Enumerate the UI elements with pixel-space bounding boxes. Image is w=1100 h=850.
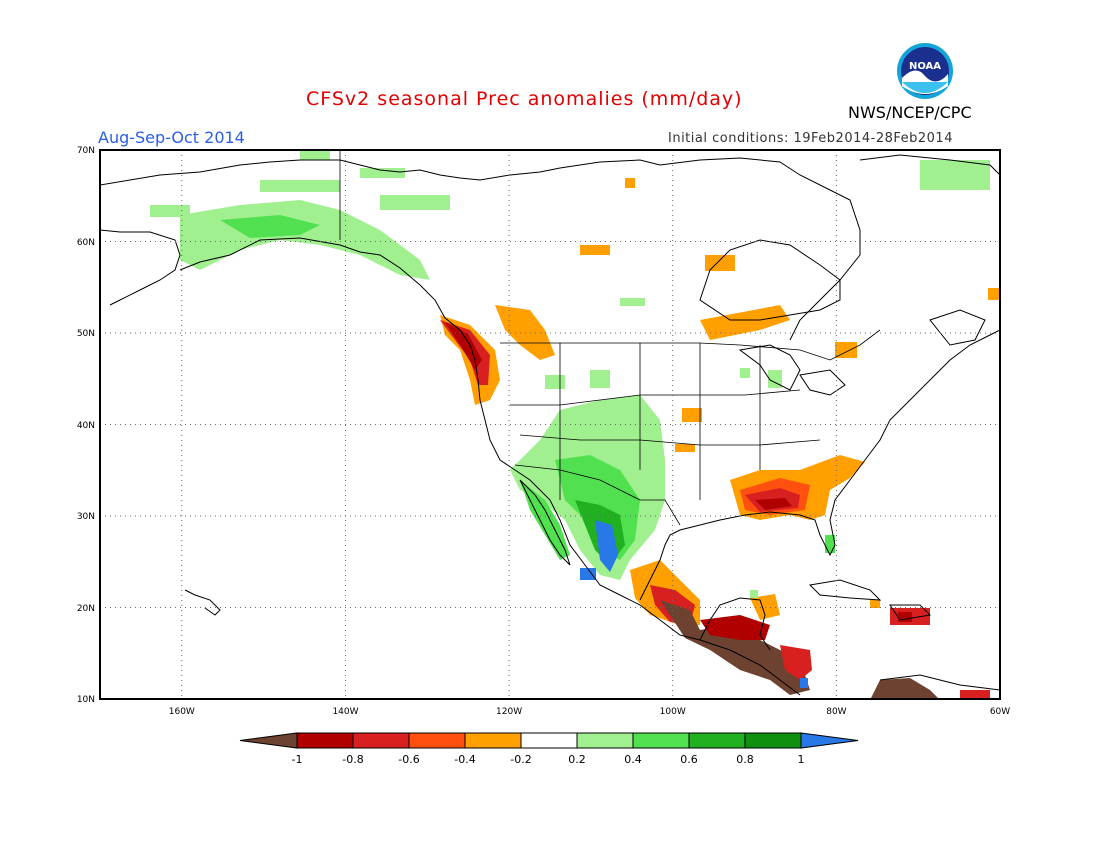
colorbar-arrow-low xyxy=(239,732,298,749)
lon-label-100w: 100W xyxy=(660,707,686,717)
colorbar-swatch xyxy=(520,732,578,749)
colorbar-label: -0.4 xyxy=(454,753,475,766)
lat-axis: 10N 20N 30N 40N 50N 60N 70N xyxy=(77,146,95,705)
colorbar-label: 0.6 xyxy=(680,753,698,766)
colorbar-label: 0.4 xyxy=(624,753,642,766)
lon-label-80w: 80W xyxy=(826,707,846,717)
anomaly-shading xyxy=(150,150,1000,699)
logo-text: NOAA xyxy=(909,61,941,72)
colorbar-swatch xyxy=(464,732,522,749)
colorbar-label: 1 xyxy=(798,753,805,766)
colorbar-label: -1 xyxy=(292,753,303,766)
colorbar-swatch xyxy=(408,732,466,749)
map-frame xyxy=(99,149,1001,700)
chart-title: CFSv2 seasonal Prec anomalies (mm/day) xyxy=(306,88,743,110)
lon-label-140w: 140W xyxy=(332,707,358,717)
lon-axis: 160W 140W 120W 100W 80W 60W xyxy=(169,707,1011,717)
lat-label-60n: 60N xyxy=(77,238,95,248)
lon-label-60w: 60W xyxy=(990,707,1010,717)
colorbar-swatch xyxy=(576,732,634,749)
lon-label-160w: 160W xyxy=(169,707,195,717)
initial-conditions-label: Initial conditions: 19Feb2014-28Feb2014 xyxy=(668,131,953,146)
lat-label-50n: 50N xyxy=(77,329,95,339)
colorbar-label: -0.2 xyxy=(510,753,531,766)
colorbar-label: 0.2 xyxy=(568,753,586,766)
coastlines xyxy=(100,154,1000,696)
colorbar-swatch xyxy=(688,732,746,749)
season-label: Aug-Sep-Oct 2014 xyxy=(98,128,245,147)
lon-label-120w: 120W xyxy=(496,707,522,717)
lat-label-20n: 20N xyxy=(77,604,95,614)
colorbar-label: 0.8 xyxy=(736,753,754,766)
noaa-logo: NOAA xyxy=(896,42,954,100)
colorbar-label: -0.6 xyxy=(398,753,419,766)
colorbar-swatch xyxy=(744,732,802,749)
colorbar-swatch xyxy=(352,732,410,749)
lat-label-70n: 70N xyxy=(77,146,95,156)
political-borders xyxy=(339,150,881,526)
lat-label-10n: 10N xyxy=(77,695,95,705)
colorbar-swatch xyxy=(296,732,354,749)
lat-label-40n: 40N xyxy=(77,421,95,431)
lat-label-30n: 30N xyxy=(77,512,95,522)
colorbar-swatch xyxy=(632,732,690,749)
gridlines xyxy=(100,150,1000,699)
colorbar: -1 -0.8 -0.6 -0.4 -0.2 0.2 0.4 0.6 0.8 1 xyxy=(239,732,859,766)
colorbar-label: -0.8 xyxy=(342,753,363,766)
agency-label: NWS/NCEP/CPC xyxy=(848,103,972,122)
colorbar-arrow-high xyxy=(800,732,859,749)
